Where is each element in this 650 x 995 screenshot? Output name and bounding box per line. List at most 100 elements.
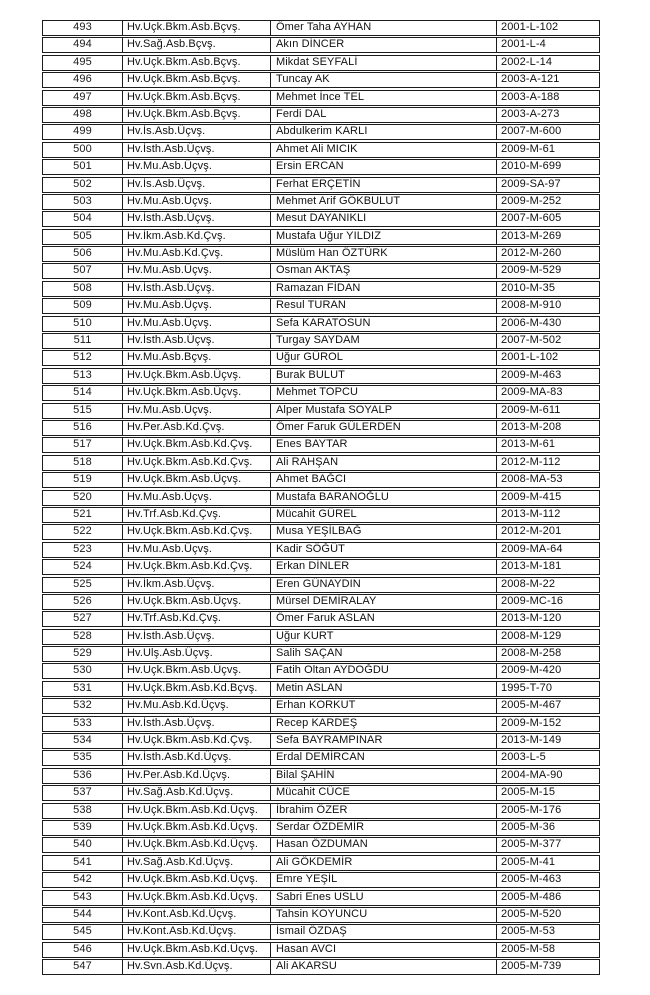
rank-cell: Hv.İsth.Asb.Üçvş. — [123, 281, 271, 296]
row-number-cell: 541 — [43, 855, 123, 870]
row-number-cell: 512 — [43, 351, 123, 366]
row-number-cell: 537 — [43, 786, 123, 801]
code-cell: 2013-M-269 — [501, 229, 562, 242]
table-row: 509 Hv.Mu.Asb.Üçvş. Resul TURAN 2008-M-9… — [42, 298, 600, 315]
table-row: 502 Hv.İs.Asb.Üçvş. Ferhat ERÇETİN 2009-… — [42, 176, 600, 193]
code-cell: 2009-M-611 — [501, 403, 561, 416]
code-cell: 2008-M-129 — [501, 629, 562, 642]
row-number-cell: 508 — [43, 281, 123, 296]
row-number-cell: 520 — [43, 490, 123, 505]
code-cell: 2005-M-739 — [501, 960, 562, 973]
row-number-cell: 542 — [43, 873, 123, 888]
row-number-cell: 534 — [43, 734, 123, 749]
code-cell: 2013-M-112 — [501, 507, 561, 520]
table-row: 495 Hv.Uçk.Bkm.Asb.Bçvş. Mikdat SEYFALİ … — [42, 54, 600, 71]
name-cell: Uğur KURT — [271, 629, 497, 644]
rank-cell: Hv.Mu.Asb.Üçvş. — [123, 316, 271, 331]
table-row: 543 Hv.Uçk.Bkm.Asb.Kd.Üçvş. Sabri Enes U… — [42, 889, 600, 906]
code-cell: 2007-M-605 — [501, 212, 562, 225]
table-row: 518 Hv.Uçk.Bkm.Asb.Kd.Çvş. Ali RAHŞAN 20… — [42, 454, 600, 471]
row-number-cell: 495 — [43, 55, 123, 70]
rank-cell: Hv.İsth.Asb.Üçvş. — [123, 334, 271, 349]
row-number-cell: 527 — [43, 612, 123, 627]
code-cell: 2003-L-5 — [501, 751, 546, 764]
rank-cell: Hv.Mu.Asb.Üçvş. — [123, 542, 271, 557]
table-row: 539 Hv.Uçk.Bkm.Asb.Kd.Üçvş. Serdar ÖZDEM… — [42, 819, 600, 836]
row-number-cell: 524 — [43, 560, 123, 575]
rank-cell: Hv.İs.Asb.Üçvş. — [123, 125, 271, 140]
code-cell: 2013-M-149 — [501, 734, 562, 747]
code-cell: 2013-M-61 — [501, 438, 556, 451]
row-number-cell: 530 — [43, 664, 123, 679]
rank-cell: Hv.İkm.Asb.Üçvş. — [123, 577, 271, 592]
row-number-cell: 546 — [43, 942, 123, 957]
row-number-cell: 502 — [43, 177, 123, 192]
table-row: 498 Hv.Uçk.Bkm.Asb.Bçvş. Ferdi DAL 2003-… — [42, 106, 600, 123]
rank-cell: Hv.Uçk.Bkm.Asb.Kd.Çvş. — [123, 560, 271, 575]
table-row: 544 Hv.Kont.Asb.Kd.Üçvş. Tahsin KOYUNCU … — [42, 906, 600, 923]
rank-cell: Hv.Uçk.Bkm.Asb.Üçvş. — [123, 368, 271, 383]
rank-cell: Hv.Mu.Asb.Üçvş. — [123, 403, 271, 418]
code-cell: 2013-M-208 — [501, 420, 562, 433]
row-number-cell: 513 — [43, 368, 123, 383]
table-row: 529 Hv.Ulş.Asb.Üçvş. Salih SAÇAN 2008-M-… — [42, 646, 600, 663]
name-cell: Ali RAHŞAN — [271, 455, 497, 470]
code-cell: 2007-M-600 — [501, 125, 562, 138]
code-cell: 2012-M-112 — [501, 455, 561, 468]
table-row: 523 Hv.Mu.Asb.Üçvş. Kadir SÖĞÜT 2009-MA-… — [42, 541, 600, 558]
table-row: 512 Hv.Mu.Asb.Bçvş. Uğur GÜROL 2001-L-10… — [42, 350, 600, 367]
name-cell: Mustafa Uğur YILDIZ — [271, 229, 497, 244]
rank-cell: Hv.Svn.Asb.Kd.Üçvş. — [123, 960, 271, 975]
rank-cell: Hv.Uçk.Bkm.Asb.Bçvş. — [123, 73, 271, 88]
code-cell: 2005-M-15 — [501, 786, 556, 799]
table-row: 513 Hv.Uçk.Bkm.Asb.Üçvş. Burak BULUT 200… — [42, 367, 600, 384]
code-cell: 2003-A-121 — [501, 73, 560, 86]
table-row: 535 Hv.İsth.Asb.Kd.Üçvş. Erdal DEMİRCAN … — [42, 750, 600, 767]
name-cell: Resul TURAN — [271, 299, 497, 314]
code-cell: 2009-M-252 — [501, 194, 562, 207]
name-cell: Sabri Enes USLU — [271, 890, 497, 905]
rank-cell: Hv.Uçk.Bkm.Asb.Kd.Bçvş. — [123, 681, 271, 696]
code-cell: 2009-MA-64 — [501, 542, 563, 555]
rank-cell: Hv.Uçk.Bkm.Asb.Üçvş. — [123, 664, 271, 679]
table-row: 531 Hv.Uçk.Bkm.Asb.Kd.Bçvş. Metin ASLAN … — [42, 680, 600, 697]
table-row: 542 Hv.Uçk.Bkm.Asb.Kd.Üçvş. Emre YEŞİL 2… — [42, 872, 600, 889]
rank-cell: Hv.Trf.Asb.Kd.Çvş. — [123, 612, 271, 627]
code-cell: 2008-M-258 — [501, 647, 562, 660]
name-cell: Ferdi DAL — [271, 107, 497, 122]
rank-cell: Hv.İkm.Asb.Kd.Çvş. — [123, 229, 271, 244]
name-cell: Ahmet Ali MICIK — [271, 142, 497, 157]
code-cell: 2003-A-273 — [501, 107, 560, 120]
table-row: 546 Hv.Uçk.Bkm.Asb.Kd.Üçvş. Hasan AVCI 2… — [42, 941, 600, 958]
name-cell: Ersin ERCAN — [271, 160, 497, 175]
code-cell: 2009-M-152 — [501, 716, 562, 729]
name-cell: Hasan ÖZDUMAN — [271, 838, 497, 853]
row-number-cell: 526 — [43, 594, 123, 609]
row-number-cell: 493 — [43, 21, 123, 35]
code-cell: 2005-M-58 — [501, 942, 556, 955]
row-number-cell: 510 — [43, 316, 123, 331]
table-row: 510 Hv.Mu.Asb.Üçvş. Sefa KARATOSUN 2006-… — [42, 315, 600, 332]
row-number-cell: 538 — [43, 803, 123, 818]
table-row: 514 Hv.Uçk.Bkm.Asb.Üçvş. Mehmet TOPCU 20… — [42, 385, 600, 402]
rank-cell: Hv.Trf.Asb.Kd.Çvş. — [123, 507, 271, 522]
table-row: 507 Hv.Mu.Asb.Üçvş. Osman AKTAŞ 2009-M-5… — [42, 263, 600, 280]
name-cell: Sefa BAYRAMPINAR — [271, 734, 497, 749]
table-row: 519 Hv.Uçk.Bkm.Asb.Üçvş. Ahmet BAĞCI 200… — [42, 472, 600, 489]
table-row: 547 Hv.Svn.Asb.Kd.Üçvş. Ali AKARSU 2005-… — [42, 959, 600, 976]
row-number-cell: 543 — [43, 890, 123, 905]
name-cell: Alper Mustafa SOYALP — [271, 403, 497, 418]
table-row: 524 Hv.Uçk.Bkm.Asb.Kd.Çvş. Erkan DİNLER … — [42, 559, 600, 576]
table-row: 517 Hv.Uçk.Bkm.Asb.Kd.Çvş. Enes BAYTAR 2… — [42, 437, 600, 454]
table-row: 520 Hv.Mu.Asb.Üçvş. Mustafa BARANOĞLU 20… — [42, 489, 600, 506]
rank-cell: Hv.Uçk.Bkm.Asb.Bçvş. — [123, 90, 271, 105]
code-cell: 2002-L-14 — [501, 55, 553, 68]
row-number-cell: 519 — [43, 473, 123, 488]
row-number-cell: 540 — [43, 838, 123, 853]
rank-cell: Hv.İsth.Asb.Üçvş. — [123, 142, 271, 157]
code-cell: 2008-M-22 — [501, 577, 556, 590]
rank-cell: Hv.Uçk.Bkm.Asb.Kd.Çvş. — [123, 525, 271, 540]
rank-cell: Hv.Uçk.Bkm.Asb.Kd.Üçvş. — [123, 890, 271, 905]
rank-cell: Hv.Ulş.Asb.Üçvş. — [123, 647, 271, 662]
table-row: 545 Hv.Kont.Asb.Kd.Üçvş. İsmail ÖZDAŞ 20… — [42, 924, 600, 941]
